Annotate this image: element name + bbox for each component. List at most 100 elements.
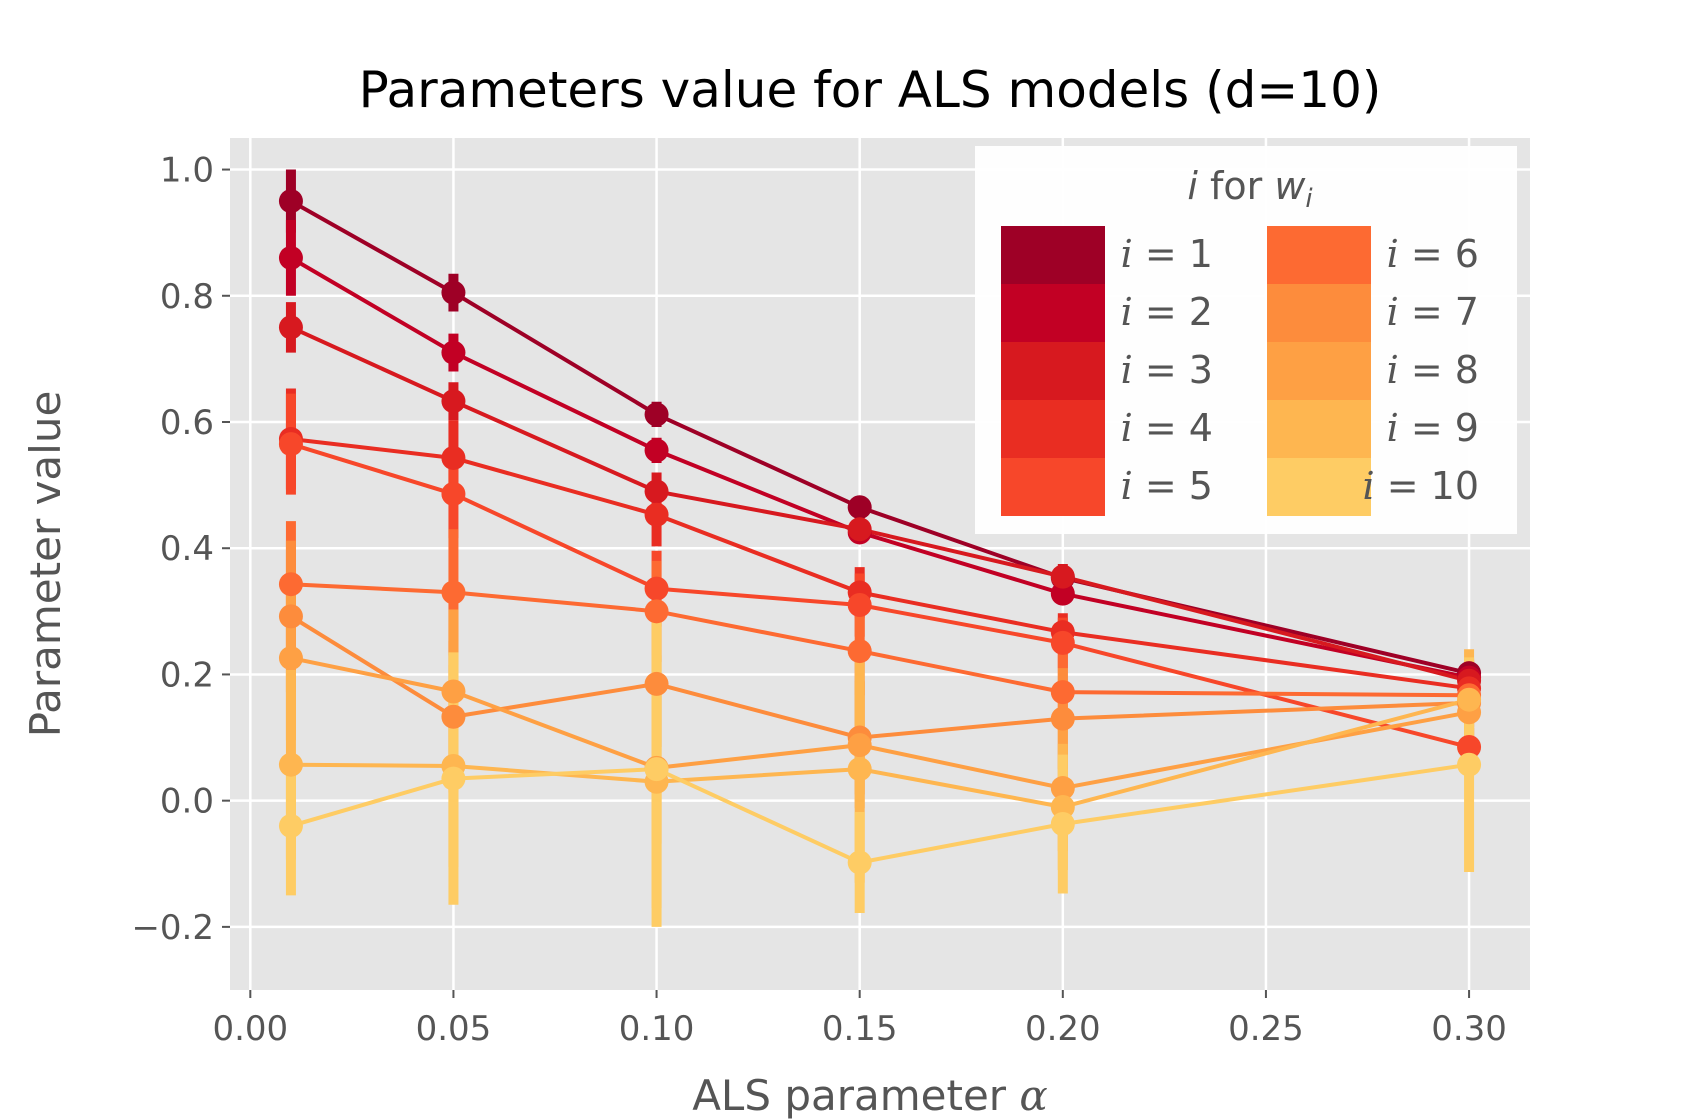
data-point-series-6: [644, 599, 669, 624]
data-point-series-7: [278, 604, 303, 629]
data-point-series-8: [847, 733, 872, 758]
y-tick-label: 0.4: [160, 529, 214, 569]
data-point-series-8: [278, 646, 303, 671]
series-line-6: [290, 582, 1470, 698]
series-line-2: [289, 256, 1470, 680]
data-point-series-7: [1050, 706, 1075, 731]
legend-label-2: i = 2: [1121, 290, 1213, 334]
data-point-series-3: [1050, 564, 1075, 589]
data-point-series-4: [441, 445, 466, 470]
data-point-series-8: [1050, 776, 1075, 801]
x-tick-label: 0.10: [619, 1009, 695, 1049]
data-point-series-6: [278, 572, 303, 597]
series-line-4: [290, 437, 1470, 691]
series-line-3: [290, 325, 1470, 683]
data-point-series-3: [644, 479, 669, 504]
data-point-series-1: [644, 402, 669, 427]
x-axis-label: ALS parameter α: [692, 1071, 1048, 1120]
data-point-series-10: [644, 757, 669, 782]
series-line-8: [290, 656, 1470, 791]
y-tick-label: 0.6: [160, 403, 214, 443]
y-tick-label: 0.2: [160, 655, 214, 695]
data-point-series-3: [278, 315, 303, 340]
data-point-series-4: [644, 502, 669, 527]
data-point-series-10: [278, 813, 303, 838]
legend-swatch-3: [1001, 342, 1105, 400]
y-tick-label: 0.8: [160, 277, 214, 317]
legend-title-w: w: [1274, 164, 1306, 208]
data-point-series-9: [847, 757, 872, 782]
legend-swatch-4: [1001, 400, 1105, 458]
data-point-series-1: [441, 280, 466, 305]
data-point-series-9: [278, 752, 303, 777]
legend-swatch-9: [1267, 400, 1371, 458]
data-point-series-5: [644, 576, 669, 601]
legend-title-sub: i: [1305, 184, 1313, 214]
y-tick-label: −0.2: [131, 908, 214, 948]
data-point-series-9: [1457, 687, 1482, 712]
legend-swatch-1: [1001, 226, 1105, 284]
series-markers: [278, 189, 1482, 875]
legend-swatch-2: [1001, 284, 1105, 342]
legend-label-8: i = 8: [1387, 348, 1479, 392]
legend-label-1: i = 1: [1121, 232, 1213, 276]
legend-label-5: i = 5: [1121, 464, 1213, 508]
y-tick-label: 1.0: [160, 151, 214, 191]
y-tick-label: 0.0: [160, 782, 214, 822]
data-point-series-5: [441, 481, 466, 506]
data-point-series-5: [1457, 735, 1482, 760]
series-line-9: [290, 697, 1470, 809]
legend-swatch-5: [1001, 458, 1105, 516]
data-point-series-10: [847, 850, 872, 875]
x-tick-label: 0.25: [1228, 1009, 1304, 1049]
data-point-series-3: [847, 517, 872, 542]
legend: i for wi i = 1i = 2i = 3i = 4i = 5i = 6i…: [975, 146, 1517, 534]
x-tick-label: 0.15: [822, 1009, 898, 1049]
legend-title-mid: for: [1198, 164, 1274, 208]
legend-swatch-6: [1267, 226, 1371, 284]
series-lines: [289, 199, 1470, 865]
data-point-series-10: [1457, 752, 1482, 777]
series-line-5: [290, 442, 1470, 749]
data-point-series-9: [1050, 794, 1075, 819]
data-point-series-6: [441, 580, 466, 605]
legend-swatch-8: [1267, 342, 1371, 400]
legend-title-i: i: [1187, 164, 1198, 208]
legend-entries: i = 1 i = 2 i = 3 i = 4 i = 5 i = 6 i = 7 i = 8…: [1001, 226, 1479, 516]
y-axis-label: Parameter value: [21, 391, 70, 738]
x-tick-label: 0.00: [212, 1009, 288, 1049]
legend-swatch-10: [1267, 458, 1371, 516]
data-point-series-1: [847, 495, 872, 520]
data-point-series-6: [1050, 680, 1075, 705]
data-point-series-8: [441, 679, 466, 704]
legend-label-7: i = 7: [1387, 290, 1479, 334]
data-point-series-10: [1050, 812, 1075, 837]
data-point-series-5: [1050, 630, 1075, 655]
legend-label-3: i = 3: [1121, 348, 1213, 392]
data-point-series-1: [278, 189, 303, 214]
legend-label-4: i = 4: [1121, 406, 1213, 450]
series-line-10: [290, 762, 1470, 865]
legend-swatch-7: [1267, 284, 1371, 342]
x-tick-label: 0.30: [1431, 1009, 1507, 1049]
data-point-series-2: [1050, 581, 1075, 606]
axes: 0.00 0.05 0.10 0.15 0.20 0.25 0.30 −0.2 0.0 0.2 0.…: [131, 151, 1506, 1049]
legend-title: i for wi: [1187, 164, 1313, 214]
data-point-series-5: [847, 593, 872, 618]
x-axis-label-text: ALS parameter: [692, 1071, 1019, 1120]
data-point-series-2: [278, 245, 303, 270]
series-line-7: [289, 614, 1470, 740]
x-tick-label: 0.20: [1025, 1009, 1101, 1049]
alpha-symbol: α: [1019, 1071, 1047, 1120]
data-point-series-2: [441, 340, 466, 365]
legend-label-10: i = 10: [1362, 464, 1479, 508]
data-point-series-6: [847, 639, 872, 664]
data-point-series-7: [441, 704, 466, 729]
chart-title: Parameters value for ALS models (d=10): [359, 61, 1382, 119]
data-point-series-3: [441, 389, 466, 414]
x-tick-label: 0.05: [416, 1009, 492, 1049]
data-point-series-10: [441, 766, 466, 791]
data-point-series-5: [278, 432, 303, 457]
legend-label-9: i = 9: [1387, 406, 1479, 450]
